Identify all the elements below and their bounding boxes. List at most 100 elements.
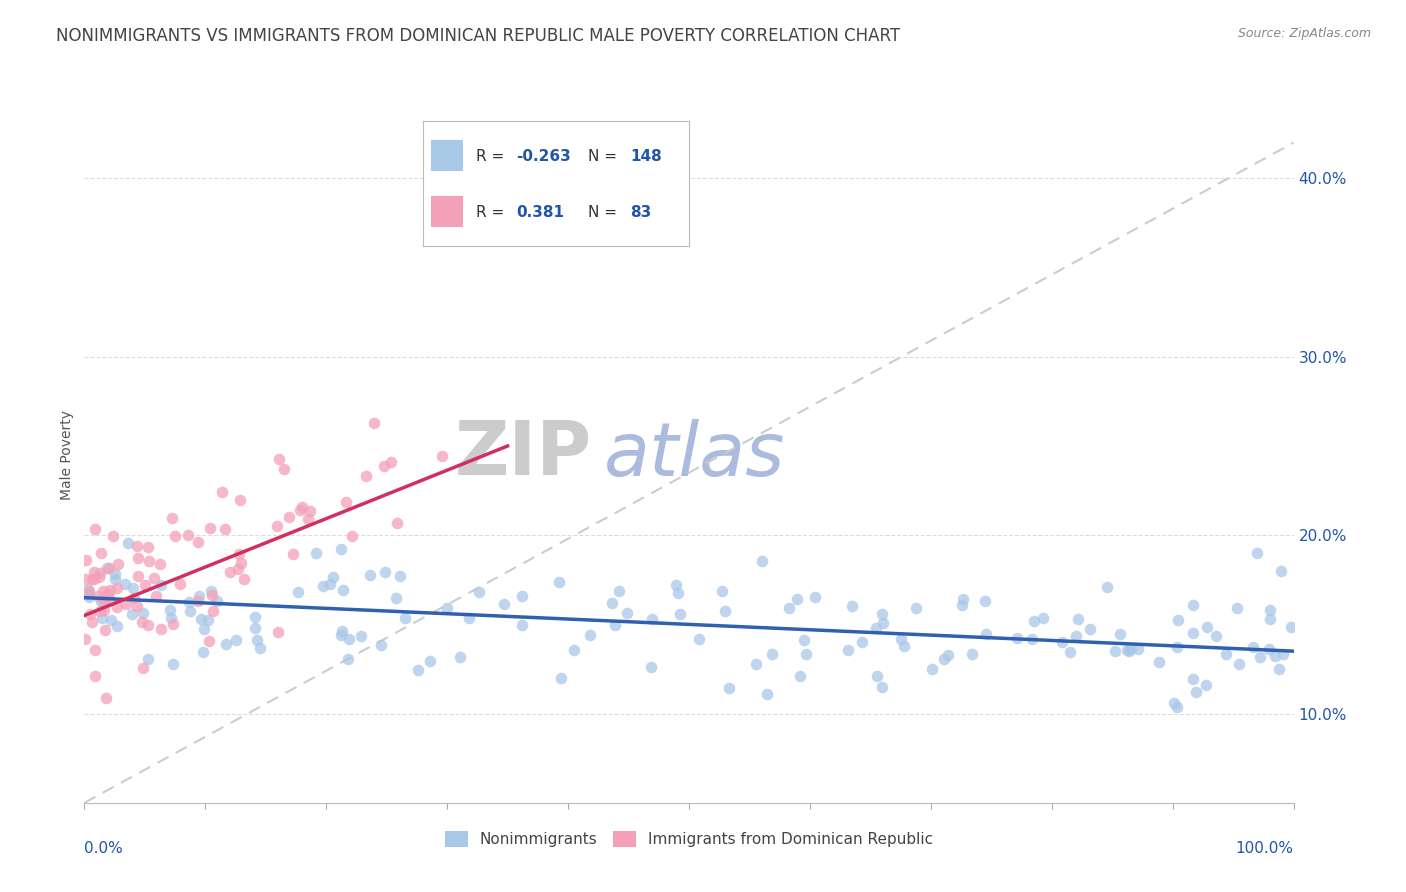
Point: [974, 593, 997, 607]
Point: [136, 541, 159, 555]
Point: [330, 628, 353, 642]
Point: [201, 603, 224, 617]
Point: [1181, 672, 1204, 686]
Point: [793, 632, 815, 647]
Point: [105, 600, 128, 615]
Point: [1095, 580, 1118, 594]
Point: [149, 578, 172, 592]
Point: [1182, 599, 1205, 613]
Point: [600, 596, 623, 610]
Point: [1116, 643, 1139, 657]
Point: [305, 546, 328, 560]
Text: NONIMMIGRANTS VS IMMIGRANTS FROM DOMINICAN REPUBLIC MALE POVERTY CORRELATION CHA: NONIMMIGRANTS VS IMMIGRANTS FROM DOMINIC…: [56, 27, 900, 45]
Point: [761, 647, 783, 661]
Point: [278, 510, 301, 524]
Point: [1270, 564, 1292, 578]
Point: [1104, 643, 1126, 657]
Point: [322, 570, 344, 584]
Point: [548, 575, 571, 590]
Point: [394, 611, 416, 625]
Point: [1032, 611, 1054, 625]
Point: [266, 519, 288, 533]
Point: [225, 633, 247, 648]
Point: [950, 599, 973, 613]
Point: [101, 529, 124, 543]
Point: [1195, 620, 1218, 634]
Point: [562, 642, 585, 657]
Point: [267, 451, 290, 466]
Point: [177, 528, 200, 542]
Point: [169, 576, 191, 591]
Point: [127, 539, 149, 553]
Point: [905, 601, 928, 615]
Point: [82, 615, 104, 630]
Point: [510, 618, 533, 632]
Point: [1067, 611, 1090, 625]
Point: [1227, 657, 1250, 671]
Point: [893, 639, 915, 653]
Point: [211, 485, 233, 500]
Point: [187, 594, 209, 608]
Point: [336, 652, 359, 666]
Point: [354, 468, 377, 483]
Point: [745, 657, 768, 671]
Point: [1258, 603, 1281, 617]
Point: [107, 557, 129, 571]
Point: [89, 566, 111, 580]
Point: [458, 610, 481, 624]
Point: [226, 562, 249, 576]
Point: [84, 523, 107, 537]
Point: [1258, 642, 1281, 657]
Point: [273, 462, 295, 476]
Point: [796, 647, 818, 661]
Point: [122, 591, 145, 605]
Point: [1167, 613, 1189, 627]
Point: [430, 449, 453, 463]
Point: [665, 577, 688, 591]
Point: [332, 583, 354, 598]
Point: [77, 584, 100, 599]
Point: [77, 587, 100, 601]
Point: [641, 612, 664, 626]
Point: [291, 500, 314, 515]
Point: [492, 597, 515, 611]
Point: [149, 558, 172, 572]
Point: [713, 604, 735, 618]
Point: [380, 455, 402, 469]
Point: [89, 604, 111, 618]
Point: [98, 592, 121, 607]
Point: [77, 590, 100, 604]
Point: [104, 572, 127, 586]
Point: [976, 627, 998, 641]
Point: [1024, 614, 1046, 628]
Point: [218, 566, 240, 580]
Point: [1059, 645, 1081, 659]
Point: [100, 613, 122, 627]
Point: [756, 687, 779, 701]
Point: [550, 671, 572, 685]
Point: [872, 616, 894, 631]
Point: [1166, 640, 1188, 654]
Legend: Nonimmigrants, Immigrants from Dominican Republic: Nonimmigrants, Immigrants from Dominican…: [444, 831, 934, 847]
Point: [89, 570, 111, 584]
Point: [134, 578, 156, 592]
Point: [159, 611, 181, 625]
Point: [75, 572, 97, 586]
Point: [201, 588, 224, 602]
Point: [80, 572, 103, 586]
Point: [1267, 662, 1289, 676]
Point: [136, 618, 159, 632]
Point: [233, 572, 256, 586]
Point: [93, 623, 115, 637]
Point: [298, 504, 321, 518]
Point: [890, 632, 912, 647]
Point: [837, 643, 859, 657]
Point: [1226, 600, 1249, 615]
Point: [138, 554, 160, 568]
Point: [214, 522, 236, 536]
Point: [117, 536, 139, 550]
Point: [197, 633, 219, 648]
Point: [94, 691, 117, 706]
Point: [187, 534, 209, 549]
Point: [190, 612, 212, 626]
